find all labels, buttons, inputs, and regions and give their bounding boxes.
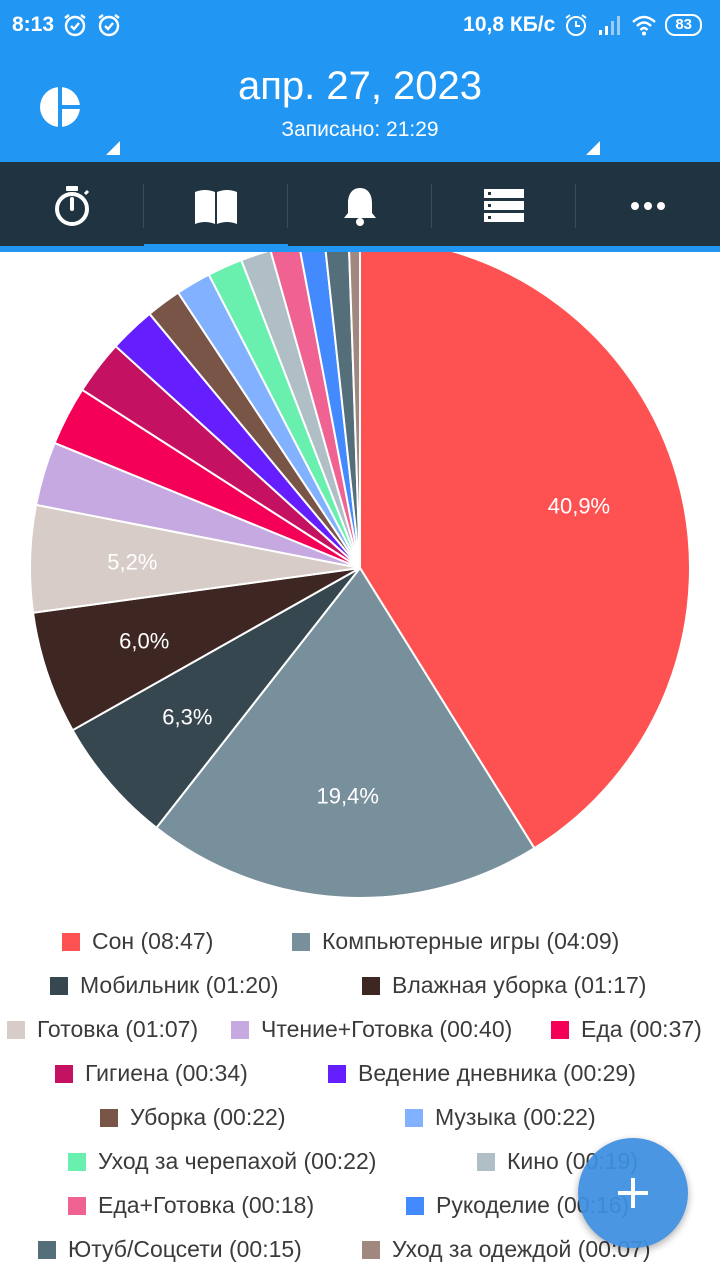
legend-item[interactable]: Ведение дневника (00:29) [328,1060,636,1087]
legend-label: Музыка (00:22) [435,1104,596,1130]
pie-logo-icon[interactable] [38,85,82,129]
legend-swatch [292,932,310,951]
legend-item[interactable]: Уход за черепахой (00:22) [68,1148,376,1175]
legend-swatch [406,1196,424,1215]
tab-list[interactable] [432,162,576,250]
legend-item[interactable]: Уборка (00:22) [100,1104,286,1131]
legend-label: Уход за черепахой (00:22) [98,1148,377,1174]
bell-icon [344,188,376,226]
status-bar: 8:13 10,8 КБ/с 83 [0,0,720,50]
legend-swatch [405,1108,423,1127]
legend-row: Гигиена (00:34) Ведение дневника (00:29) [0,1060,720,1104]
legend-item[interactable]: Сон (08:47) [62,928,213,955]
pie-slice-label: 5,2% [107,550,157,575]
legend-label: Компьютерные игры (04:09) [322,928,620,954]
stopwatch-icon [55,186,90,226]
legend-swatch [100,1108,118,1127]
legend-label: Сон (08:47) [92,928,214,954]
subtitle-dropdown-corner[interactable] [586,141,600,155]
tab-stopwatch[interactable] [0,162,144,250]
pie-slice[interactable] [31,567,361,732]
book-icon [195,190,237,224]
legend-item[interactable]: Еда (00:37) [551,1016,702,1043]
app-header: апр. 27, 2023 Записано: 21:29 [0,50,720,162]
pie-slice-label: 40,9% [548,493,610,518]
legend-swatch [38,1240,56,1259]
legend-label: Еда+Готовка (00:18) [98,1192,315,1218]
pie-slice-label: 6,0% [119,629,169,654]
more-icon [631,202,665,210]
tab-bar [0,162,720,250]
alarm-icon [565,14,587,36]
legend-label: Ютуб/Соцсети (00:15) [68,1236,302,1262]
legend-swatch [68,1196,86,1215]
legend-item[interactable]: Ютуб/Соцсети (00:15) [38,1236,302,1263]
tab-indicator-strip [0,246,720,252]
legend-item[interactable]: Еда+Готовка (00:18) [68,1192,314,1219]
wifi-icon [632,15,657,36]
pie-slice-label: 19,4% [317,783,379,808]
legend-label: Мобильник (01:20) [80,972,279,998]
alarm-check-icon [64,14,86,37]
legend-swatch [231,1020,249,1039]
legend-swatch [362,1240,380,1259]
pie-slice[interactable] [359,236,691,850]
legend-row: Сон (08:47) Компьютерные игры (04:09) [0,928,720,972]
legend-row: Мобильник (01:20) Влажная уборка (01:17) [0,972,720,1016]
tab-reminders[interactable] [288,162,432,250]
legend-row: Ютуб/Соцсети (00:15) Уход за одеждой (00:… [0,1236,720,1280]
pie-chart-area: 40,9% 19,4% 6,3% 6,0% 5,2% [0,236,720,920]
legend-item[interactable]: Готовка (01:07) [7,1016,198,1043]
legend-row: Уборка (00:22) Музыка (00:22) [0,1104,720,1148]
date-dropdown-corner[interactable] [106,141,120,155]
legend-swatch [62,932,80,951]
legend-item[interactable]: Гигиена (00:34) [55,1060,248,1087]
legend-item[interactable]: Мобильник (01:20) [50,972,279,999]
legend-row: Готовка (01:07) Чтение+Готовка (00:40) Еда… [0,1016,720,1060]
signal-icon [599,16,621,35]
legend-label: Влажная уборка (01:17) [392,972,647,998]
pie-slice[interactable] [71,567,361,830]
alarm-check-icon [98,14,120,37]
status-time: 8:13 [12,13,55,36]
legend-label: Ведение дневника (00:29) [358,1060,636,1086]
date-title[interactable]: апр. 27, 2023 [237,64,483,108]
legend-label: Уборка (00:22) [130,1104,286,1130]
legend-item[interactable]: Компьютерные игры (04:09) [292,928,619,955]
add-button[interactable] [578,1138,688,1248]
legend-swatch [55,1064,73,1083]
pie-slice[interactable] [155,566,536,899]
legend-swatch [328,1064,346,1083]
legend-swatch [362,976,380,995]
legend-label: Чтение+Готовка (00:40) [261,1016,513,1042]
net-speed: 10,8 КБ/с [463,13,556,36]
pie-chart[interactable]: 40,9% 19,4% 6,3% 6,0% 5,2% [0,236,720,920]
legend-swatch [68,1152,86,1171]
list-icon [484,189,524,222]
legend-swatch [7,1020,25,1039]
legend-label: Гигиена (00:34) [85,1060,248,1086]
legend-swatch [50,976,68,995]
tab-diary[interactable] [144,162,288,250]
legend-label: Еда (00:37) [581,1016,702,1042]
legend-row: Уход за черепахой (00:22) Кино (00:19) [0,1148,720,1192]
chart-legend: Сон (08:47) Компьютерные игры (04:09) Моби… [0,922,720,1280]
legend-swatch [477,1152,495,1171]
battery-icon: 83 [665,14,702,36]
tab-more[interactable] [576,162,720,250]
legend-item[interactable]: Музыка (00:22) [405,1104,596,1131]
legend-label: Готовка (01:07) [37,1016,199,1042]
plus-icon [618,1178,648,1208]
recorded-subtitle: Записано: 21:29 [281,118,439,141]
legend-item[interactable]: Чтение+Готовка (00:40) [231,1016,512,1043]
legend-item[interactable]: Влажная уборка (01:17) [362,972,646,999]
legend-swatch [551,1020,569,1039]
pie-slice-label: 6,3% [162,704,212,729]
